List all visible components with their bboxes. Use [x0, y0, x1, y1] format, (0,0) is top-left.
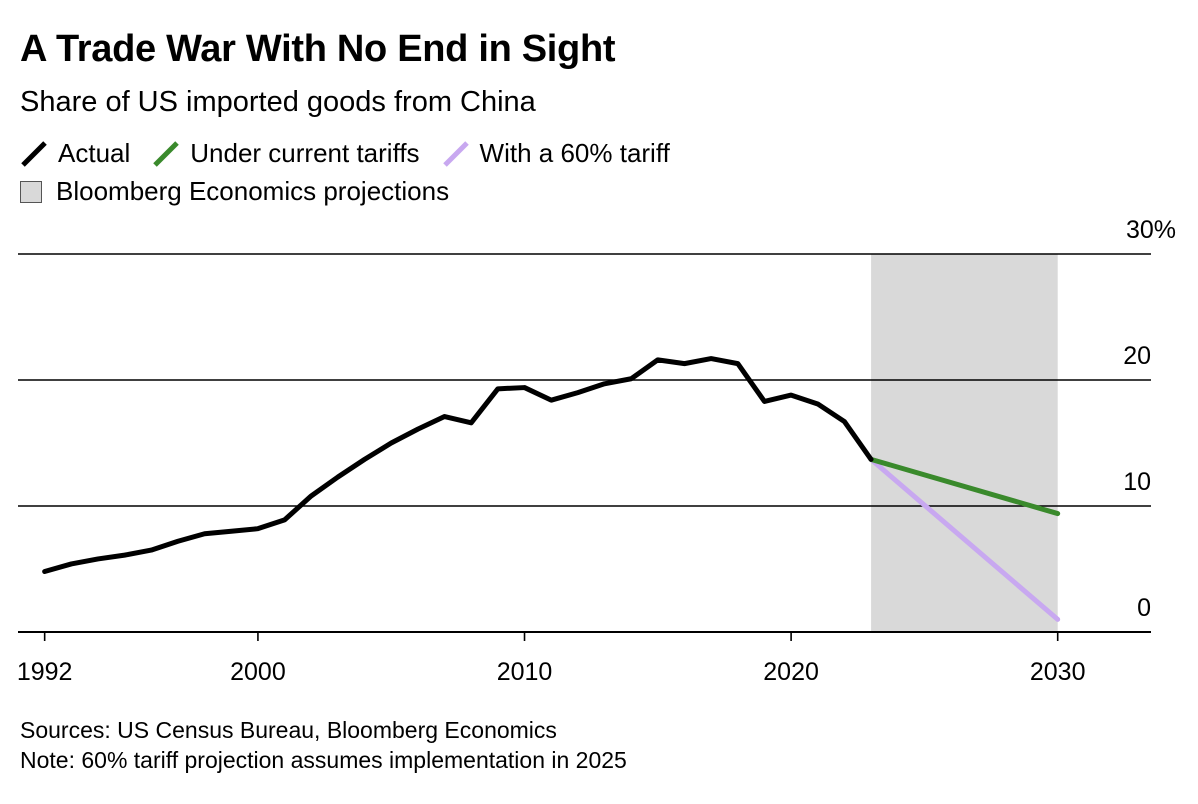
y-tick-label-20: 20	[1123, 342, 1151, 370]
projection-band	[871, 254, 1058, 632]
legend-projection: Bloomberg Economics projections	[20, 176, 449, 207]
y-tick-label-30: 30%	[1126, 216, 1176, 244]
legend-item-current: Under current tariffs	[152, 138, 420, 169]
y-tick-label-10: 10	[1123, 468, 1151, 496]
legend-label-tariff60: With a 60% tariff	[479, 138, 670, 168]
legend-swatch-actual	[21, 140, 47, 167]
legend-swatch-current	[153, 140, 180, 167]
x-tick-label-1992: 1992	[17, 658, 73, 686]
x-tick-label-2020: 2020	[763, 658, 819, 686]
legend-swatch-projection	[20, 180, 42, 203]
legend: Actual Under current tariffs With a 60% …	[20, 138, 692, 169]
legend-label-current: Under current tariffs	[190, 138, 420, 168]
legend-label-actual: Actual	[58, 138, 131, 168]
chart-subtitle: Share of US imported goods from China	[20, 86, 536, 118]
legend-label-projection: Bloomberg Economics projections	[56, 176, 450, 206]
series-line-tariff60	[868, 456, 1061, 622]
footer-note: Note: 60% tariff projection assumes impl…	[20, 747, 627, 773]
y-tick-label-0: 0	[1137, 594, 1151, 622]
x-tick-label-2010: 2010	[497, 658, 553, 686]
series-line-current	[868, 456, 1061, 517]
legend-item-actual: Actual	[20, 138, 130, 169]
legend-swatch-tariff60	[442, 140, 469, 167]
series-line-actual	[42, 356, 874, 575]
legend-item-tariff60: With a 60% tariff	[442, 138, 670, 169]
x-tick-label-2030: 2030	[1030, 658, 1086, 686]
x-tick-label-2000: 2000	[230, 658, 286, 686]
footer-sources: Sources: US Census Bureau, Bloomberg Eco…	[20, 717, 557, 743]
chart-title: A Trade War With No End in Sight	[20, 28, 616, 70]
